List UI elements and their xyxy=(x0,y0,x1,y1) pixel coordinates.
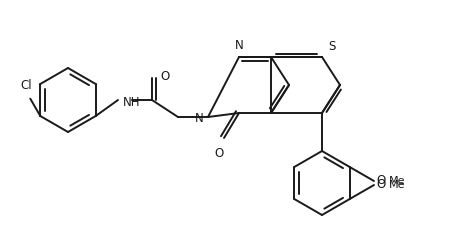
Text: NH: NH xyxy=(123,95,140,108)
Text: Me: Me xyxy=(389,180,405,190)
Text: O: O xyxy=(160,70,169,82)
Text: O: O xyxy=(376,174,385,187)
Text: Cl: Cl xyxy=(20,79,32,92)
Text: Me: Me xyxy=(389,176,405,186)
Text: N: N xyxy=(195,112,204,125)
Text: O: O xyxy=(214,147,224,160)
Text: O: O xyxy=(376,179,385,191)
Text: N: N xyxy=(235,39,243,52)
Text: S: S xyxy=(328,40,335,53)
